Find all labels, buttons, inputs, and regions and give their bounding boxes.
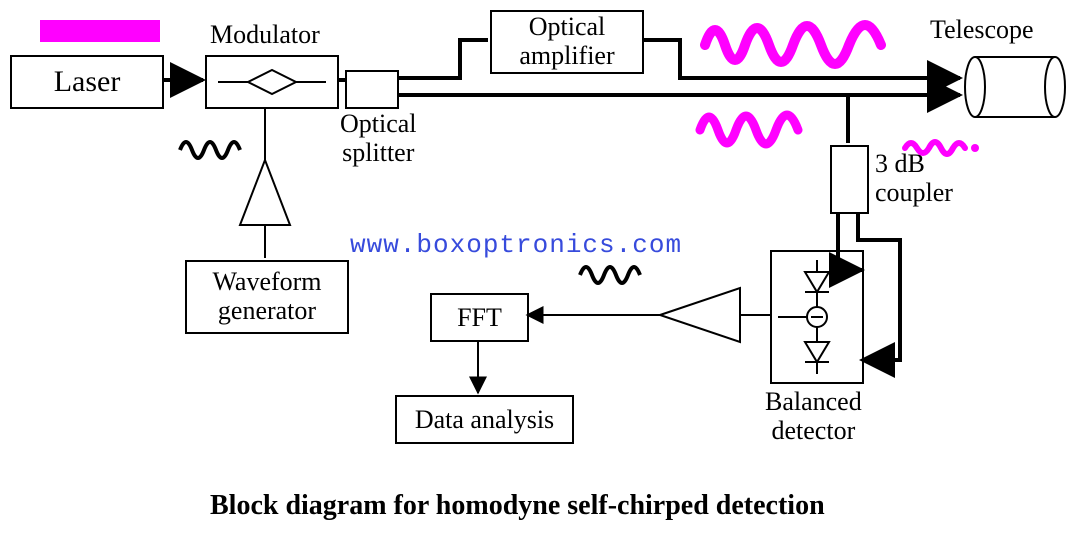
cw-laser-bar [40, 20, 160, 42]
laser-block: Laser [10, 55, 164, 109]
balanced-detector-block [770, 250, 864, 384]
waveform-generator-block: Waveform generator [185, 260, 349, 334]
data-analysis-block: Data analysis [395, 395, 574, 444]
modulator-label: Modulator [210, 20, 320, 50]
modulator-icon [212, 62, 332, 102]
coupler-label: 3 dB coupler [875, 150, 953, 207]
diagram-stage: Laser Modulator Optical splitter Optical… [0, 0, 1082, 542]
coupler-block [830, 145, 869, 214]
laser-label: Laser [54, 65, 121, 100]
balanced-detector-icon [772, 252, 862, 382]
telescope-icon [965, 57, 1065, 117]
modulator-block [205, 55, 339, 109]
balanced-detector-label: Balanced detector [765, 388, 862, 445]
fft-block: FFT [430, 293, 529, 342]
optical-splitter-label: Optical splitter [340, 110, 417, 167]
caption: Block diagram for homodyne self-chirped … [210, 490, 825, 522]
optical-splitter-block [345, 70, 399, 109]
telescope-label: Telescope [930, 15, 1034, 45]
optical-amplifier-block: Optical amplifier [490, 10, 644, 74]
watermark: www.boxoptronics.com [350, 230, 682, 260]
